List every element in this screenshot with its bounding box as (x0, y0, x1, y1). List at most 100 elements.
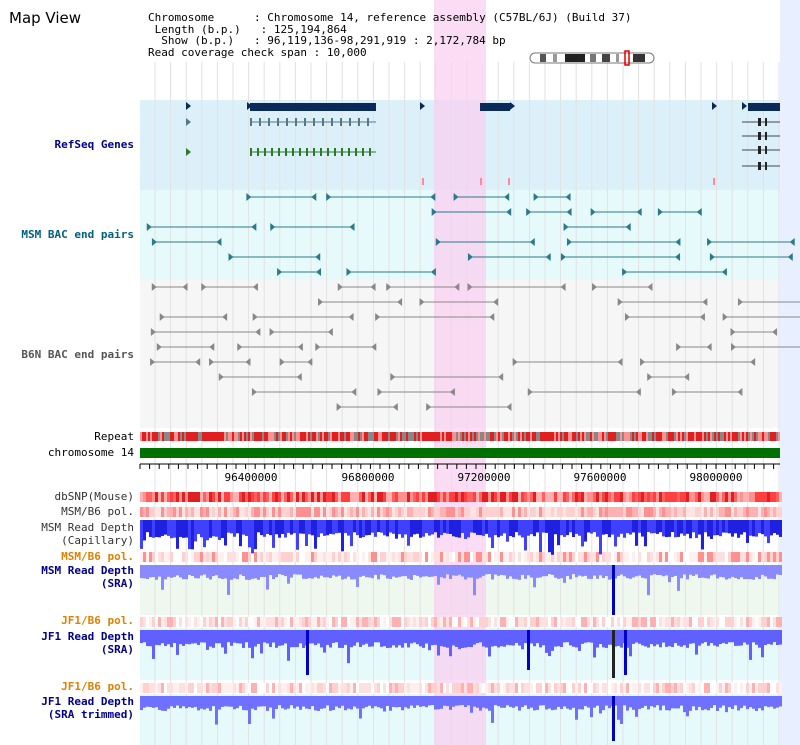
repeat-block (614, 432, 616, 441)
repeat-block (250, 432, 252, 441)
jf1-depth-trim-bar (533, 696, 536, 711)
jf1-b6-pol-cell (746, 617, 749, 627)
jf1-depth-sra-bar (224, 630, 227, 654)
msm-bac-end (563, 223, 569, 231)
jf1-depth-sra-bar (362, 630, 365, 645)
repeat-block (192, 432, 194, 441)
msm-depth-capillary-bar (731, 520, 734, 537)
jf1-b6-pol-cell (677, 617, 680, 627)
jf1-b6-pol-cell (599, 617, 602, 627)
msm-b6-pol2-cell (476, 552, 479, 562)
jf1-b6-pol-cell (608, 617, 611, 627)
repeat-block (174, 432, 176, 441)
repeat-block (456, 432, 458, 441)
jf1-b6-pol-cell (659, 617, 662, 627)
jf1-depth-trim-bar (734, 696, 737, 706)
msm-b6-pol-cell (668, 507, 671, 517)
jf1-depth-sra-bar (278, 630, 281, 646)
jf1-depth-sra-bar (161, 630, 164, 644)
jf1-depth-sra-bar (368, 630, 371, 647)
dbsnp-cell (557, 492, 560, 502)
dbsnp-cell (278, 492, 281, 502)
jf1-depth-sra-bar (176, 630, 179, 655)
dbsnp-cell (425, 492, 428, 502)
jf1-depth-sra-bar (680, 630, 683, 647)
msm-b6-pol2-cell (146, 552, 149, 562)
msm-depth-sra-bar (257, 565, 260, 580)
msm-b6-pol2-cell (173, 552, 176, 562)
jf1-depth-sra-bar (353, 630, 356, 646)
repeat-block (206, 432, 208, 441)
jf1-b6-pol-cell (473, 617, 476, 627)
jf1-depth-sra-bar (428, 630, 431, 651)
msm-b6-pol-cell (221, 507, 224, 517)
repeat-block (666, 432, 668, 441)
msm-depth-sra-bar (557, 565, 560, 579)
dbsnp-cell (149, 492, 152, 502)
exon (268, 118, 270, 126)
msm-depth-capillary-bar (599, 520, 602, 555)
msm-depth-capillary-bar (578, 520, 581, 536)
msm-b6-pol-cell (392, 507, 395, 517)
msm-b6-pol2-cell (629, 552, 632, 562)
msm-depth-capillary-bar (341, 520, 344, 552)
jf1-b6-pol-cell (335, 617, 338, 627)
dbsnp-cell (167, 492, 170, 502)
dbsnp-cell (593, 492, 596, 502)
jf1-b6-pol-cell (152, 617, 155, 627)
jf1-b6-pol-cell (548, 617, 551, 627)
jf1-depth-sra-bar (182, 630, 185, 646)
jf1-b6-pol2-cell (323, 683, 326, 693)
jf1-b6-pol-cell (542, 617, 545, 627)
msm-b6-pol2-cell (143, 552, 146, 562)
msm-depth-sra-bar (590, 565, 593, 579)
msm-b6-pol-cell (188, 507, 191, 517)
jf1-depth-sra-bar (560, 630, 563, 648)
show-value: 96,119,136-98,291,919 : 2,172,784 bp (267, 34, 506, 47)
dbsnp-cell (443, 492, 446, 502)
msm-depth-sra-bar (440, 565, 443, 578)
jf1-b6-pol-cell (662, 617, 665, 627)
msm-b6-pol-cell (629, 507, 632, 517)
msm-depth-capillary-bar (500, 520, 503, 536)
jf1-depth-trim-bar (377, 696, 380, 708)
repeat-block (182, 432, 184, 441)
msm-b6-pol-cell (569, 507, 572, 517)
jf1-b6-pol-cell (488, 617, 491, 627)
gene-strand-arrow (186, 102, 191, 110)
dbsnp-cell (617, 492, 620, 502)
jf1-depth-trim-bar (698, 696, 701, 707)
msm-b6-pol2-cell (500, 552, 503, 562)
dbsnp-cell (650, 492, 653, 502)
msm-b6-pol2-cell (164, 552, 167, 562)
repeat-block (368, 432, 370, 441)
repeat-block (426, 432, 428, 441)
jf1-b6-pol-cell (278, 617, 281, 627)
msm-b6-pol2-cell (200, 552, 203, 562)
repeat-block (152, 432, 154, 441)
repeat-block (544, 432, 546, 441)
jf1-b6-pol2-cell (518, 683, 521, 693)
jf1-b6-pol2-cell (191, 683, 194, 693)
msm-b6-pol-cell (347, 507, 350, 517)
jf1-b6-pol-cell (464, 617, 467, 627)
jf1-depth-trim-bar (170, 696, 173, 707)
jf1-depth-sra-bar (443, 630, 446, 647)
repeat-block (492, 432, 494, 441)
jf1-b6-pol2-cell (311, 683, 314, 693)
repeat-block (698, 432, 700, 441)
dbsnp-cell (626, 492, 629, 502)
jf1-b6-pol2-cell (608, 683, 611, 693)
msm-depth-sra-bar (350, 565, 353, 580)
jf1-depth-sra-bar (464, 630, 467, 648)
jf1-depth-trim-bar (422, 696, 425, 707)
jf1-depth-sra-bar (578, 630, 581, 651)
repeat-block (354, 432, 356, 441)
b6n-bac-end (730, 328, 736, 336)
msm-depth-sra-bar (632, 565, 635, 578)
msm-b6-pol-cell (512, 507, 515, 517)
dbsnp-cell (476, 492, 479, 502)
msm-depth-capillary-bar (749, 520, 752, 536)
jf1-depth-trim-bar (590, 696, 593, 718)
